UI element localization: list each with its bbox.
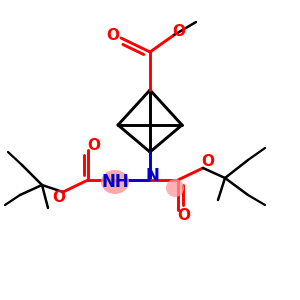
Text: O: O — [52, 190, 65, 205]
Text: O: O — [202, 154, 214, 169]
Text: N: N — [145, 167, 159, 185]
Text: O: O — [178, 208, 190, 223]
Text: O: O — [88, 137, 100, 152]
Text: O: O — [172, 23, 185, 38]
Ellipse shape — [101, 170, 129, 194]
Text: O: O — [106, 28, 119, 44]
Ellipse shape — [166, 179, 184, 197]
Text: NH: NH — [101, 173, 129, 191]
